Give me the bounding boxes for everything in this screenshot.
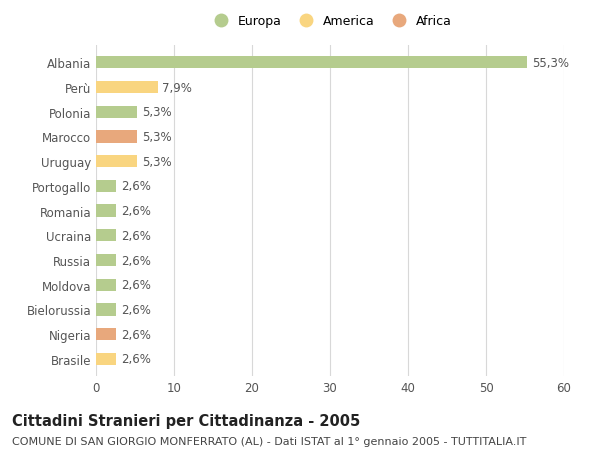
Text: 2,6%: 2,6% <box>121 254 151 267</box>
Text: 2,6%: 2,6% <box>121 205 151 218</box>
Text: 2,6%: 2,6% <box>121 353 151 366</box>
Bar <box>96 254 116 267</box>
Text: 5,3%: 5,3% <box>142 106 172 119</box>
Text: 2,6%: 2,6% <box>121 180 151 193</box>
Bar <box>96 328 116 341</box>
Bar <box>96 205 116 217</box>
Text: 2,6%: 2,6% <box>121 279 151 291</box>
Text: 7,9%: 7,9% <box>162 81 192 94</box>
Text: 55,3%: 55,3% <box>532 56 569 70</box>
Bar <box>96 131 137 143</box>
Bar <box>96 82 158 94</box>
Bar <box>96 303 116 316</box>
Bar <box>96 106 137 119</box>
Bar <box>96 156 137 168</box>
Text: 2,6%: 2,6% <box>121 328 151 341</box>
Bar <box>96 180 116 193</box>
Bar <box>96 353 116 365</box>
Text: Cittadini Stranieri per Cittadinanza - 2005: Cittadini Stranieri per Cittadinanza - 2… <box>12 413 360 428</box>
Text: 5,3%: 5,3% <box>142 131 172 144</box>
Text: COMUNE DI SAN GIORGIO MONFERRATO (AL) - Dati ISTAT al 1° gennaio 2005 - TUTTITAL: COMUNE DI SAN GIORGIO MONFERRATO (AL) - … <box>12 436 526 446</box>
Bar <box>96 230 116 242</box>
Text: 2,6%: 2,6% <box>121 230 151 242</box>
Legend: Europa, America, Africa: Europa, America, Africa <box>203 10 457 33</box>
Bar <box>96 279 116 291</box>
Bar <box>96 57 527 69</box>
Text: 2,6%: 2,6% <box>121 303 151 316</box>
Text: 5,3%: 5,3% <box>142 155 172 168</box>
